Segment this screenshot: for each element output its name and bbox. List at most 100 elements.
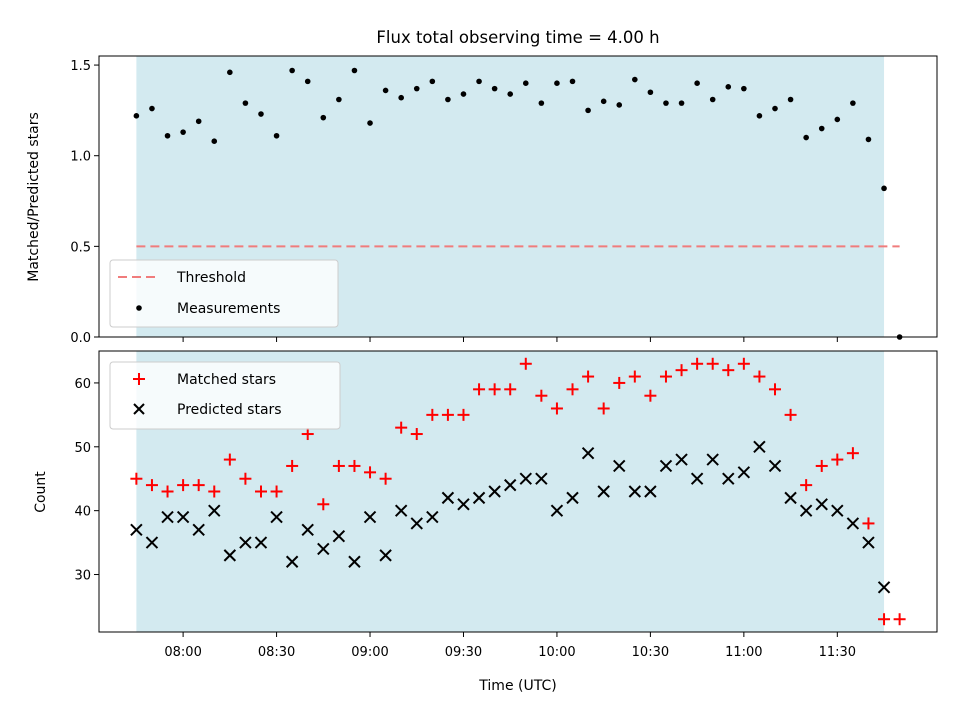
- matched-stars-point: [550, 402, 563, 415]
- matched-stars-point: [473, 383, 486, 396]
- predicted-stars-point: [208, 504, 221, 517]
- predicted-stars-point: [488, 485, 501, 498]
- x-tick-label: 09:30: [445, 645, 482, 660]
- predicted-stars-point: [332, 529, 346, 543]
- predicted-stars-point: [519, 472, 532, 485]
- measurement-point: [273, 132, 280, 139]
- predicted-stars-point: [301, 523, 314, 537]
- predicted-stars-point: [659, 459, 673, 473]
- y-tick-label: 40: [74, 505, 91, 520]
- x-tick-label: 08:30: [258, 645, 295, 660]
- predicted-stars-point: [504, 478, 517, 492]
- predicted-stars-point: [176, 510, 190, 524]
- bottom-axes-frame: [98, 350, 938, 633]
- measurement-point: [865, 136, 872, 143]
- top-legend: Threshold Measurements: [109, 259, 339, 328]
- measurement-point: [507, 91, 514, 97]
- measurement-point: [725, 84, 732, 90]
- matched-stars-point: [177, 479, 190, 492]
- y-tick-label: 1.0: [70, 150, 91, 165]
- measurement-point: [398, 94, 404, 101]
- measurement-point: [491, 85, 498, 92]
- measurement-point: [881, 185, 887, 192]
- predicted-stars-point: [426, 510, 439, 524]
- measurement-point: [180, 129, 186, 135]
- x-tick-label: 11:30: [819, 645, 856, 660]
- top-x-ticks: [182, 337, 838, 342]
- measurement-point: [678, 100, 685, 106]
- bottom-x-ticks: 08:00 08:30 09:00 09:30 10:00 10:30 11:00 11:30: [164, 632, 856, 660]
- predicted-stars-point: [675, 453, 688, 466]
- matched-stars-point: [208, 485, 221, 498]
- measurement-point: [554, 80, 560, 86]
- bottom-legend-box: [109, 361, 341, 430]
- y-tick-label: 60: [74, 377, 91, 392]
- predicted-stars-point: [613, 459, 626, 473]
- predicted-stars-point: [535, 472, 548, 485]
- x-tick-label: 10:30: [632, 645, 669, 660]
- y-tick-label: 50: [74, 441, 91, 456]
- predicted-stars-point: [566, 491, 579, 505]
- measurement-point: [647, 89, 654, 96]
- predicted-stars-point: [644, 485, 657, 498]
- legend-predicted-label: Predicted stars: [177, 402, 282, 418]
- measurement-point: [850, 100, 856, 106]
- matched-stars-point: [348, 459, 361, 472]
- predicted-stars-point: [348, 555, 361, 568]
- measurement-point: [585, 107, 591, 114]
- legend-matched-label: Matched stars: [177, 372, 276, 388]
- measurement-point: [211, 138, 218, 145]
- measurement-point: [320, 114, 327, 121]
- measurement-point: [522, 80, 529, 86]
- predicted-stars-point: [768, 459, 782, 473]
- predicted-stars-point: [706, 453, 719, 466]
- matched-stars-point: [893, 613, 906, 626]
- predicted-stars-point: [223, 549, 237, 562]
- predicted-stars-point: [457, 498, 470, 511]
- x-axis-label: Time (UTC): [478, 678, 556, 694]
- measurement-point: [133, 113, 140, 119]
- predicted-stars-point: [737, 466, 751, 479]
- measurement-point: [772, 105, 778, 112]
- matched-stars-point: [145, 479, 158, 492]
- predicted-stars-point: [722, 472, 735, 485]
- bottom-y-ticks: 30 40 50 60: [74, 377, 99, 584]
- matched-stars-point: [846, 447, 859, 460]
- predicted-stars-point: [441, 491, 455, 505]
- matched-stars-point: [675, 364, 688, 377]
- predicted-stars-point: [753, 440, 766, 454]
- legend-matched-swatch: [133, 373, 145, 385]
- matched-stars-point: [519, 357, 532, 370]
- matched-stars-point: [769, 383, 782, 396]
- measurement-point: [538, 100, 545, 106]
- legend-measurements-swatch: [136, 305, 142, 311]
- matched-stars-point: [706, 357, 719, 370]
- measurement-point: [600, 98, 607, 105]
- measurement-point: [741, 85, 747, 92]
- predicted-stars-point: [285, 555, 299, 568]
- bottom-panel: 30 40 50 60 08:00 08:30 09:00 09:30 10:00 10:30 1…: [33, 350, 938, 694]
- measurement-point: [756, 113, 763, 119]
- matched-stars-point: [831, 453, 844, 466]
- measurement-points: [133, 67, 903, 340]
- x-tick-label: 10:00: [538, 645, 575, 660]
- measurement-point: [616, 102, 623, 108]
- measurement-point: [413, 85, 420, 92]
- measurement-point: [336, 96, 342, 103]
- predicted-stars-point: [317, 542, 330, 556]
- measurement-point: [304, 78, 311, 85]
- predicted-stars-point: [394, 504, 408, 517]
- matched-stars-point: [644, 389, 657, 402]
- top-y-ticks: 0.0 0.5 1.0 1.5: [70, 59, 99, 346]
- matched-stars-point: [582, 370, 595, 383]
- matched-stars-point: [800, 479, 813, 492]
- chart-title: Flux total observing time = 4.00 h: [376, 28, 659, 47]
- x-tick-label: 08:00: [164, 645, 201, 660]
- predicted-stars-point: [815, 498, 828, 511]
- measurement-point: [632, 76, 638, 83]
- predicted-stars-point: [130, 523, 143, 537]
- measurement-point: [149, 105, 155, 112]
- matched-stars-point: [815, 459, 828, 472]
- measurement-point: [694, 80, 700, 86]
- legend-threshold-label: Threshold: [176, 270, 246, 286]
